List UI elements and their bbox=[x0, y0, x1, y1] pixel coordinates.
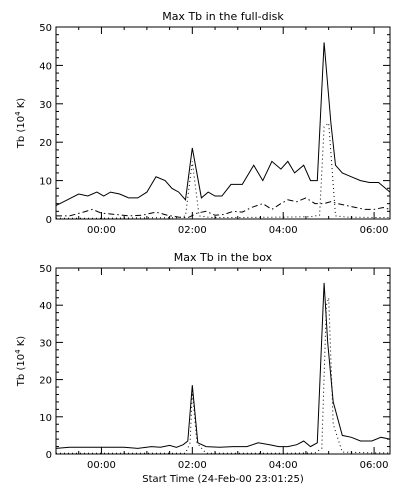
y-tick-label: 0 bbox=[46, 450, 52, 461]
panel-box: Max Tb in the box 0 10 20 30 40 50 00:00 02:00 04… bbox=[14, 251, 391, 485]
series-line-solid bbox=[56, 282, 390, 449]
x-tick-label: 06:00 bbox=[360, 460, 389, 471]
series-line-dotted bbox=[56, 297, 390, 454]
x-tick-label: 04:00 bbox=[269, 225, 298, 236]
x-axis-label: Start Time (24-Feb-00 23:01:25) bbox=[142, 474, 304, 485]
y-tick-label: 0 bbox=[46, 215, 52, 226]
x-tick-label: 02:00 bbox=[178, 225, 207, 236]
y-tick-label: 30 bbox=[39, 338, 52, 349]
x-tick-label: 00:00 bbox=[87, 225, 116, 236]
y-tick-label: 10 bbox=[39, 413, 52, 424]
y-axis-label: Tb (104 K) bbox=[14, 98, 27, 149]
y-tick-label: 50 bbox=[39, 23, 52, 34]
x-tick-label: 06:00 bbox=[360, 225, 389, 236]
x-tick-label: 02:00 bbox=[178, 460, 207, 471]
y-tick-label: 20 bbox=[39, 138, 52, 149]
y-tick-label: 10 bbox=[39, 177, 52, 188]
y-tick-label: 40 bbox=[39, 61, 52, 72]
chart-title: Max Tb in the box bbox=[174, 251, 273, 264]
series-line-dashdot bbox=[56, 197, 390, 219]
series-line-solid bbox=[56, 42, 390, 207]
x-tick-label: 04:00 bbox=[269, 460, 298, 471]
y-axis-label: Tb (104 K) bbox=[14, 336, 27, 387]
chart-title: Max Tb in the full-disk bbox=[162, 10, 284, 23]
x-tick-label: 00:00 bbox=[87, 460, 116, 471]
panel-full-disk: Max Tb in the full-disk 0 10 20 30 40 50 00:00 0… bbox=[14, 10, 391, 236]
y-tick-label: 40 bbox=[39, 301, 52, 312]
y-tick-label: 30 bbox=[39, 100, 52, 111]
y-tick-label: 20 bbox=[39, 376, 52, 387]
plot-frame bbox=[55, 26, 391, 220]
y-tick-label: 50 bbox=[39, 264, 52, 275]
plot-frame bbox=[55, 267, 391, 455]
